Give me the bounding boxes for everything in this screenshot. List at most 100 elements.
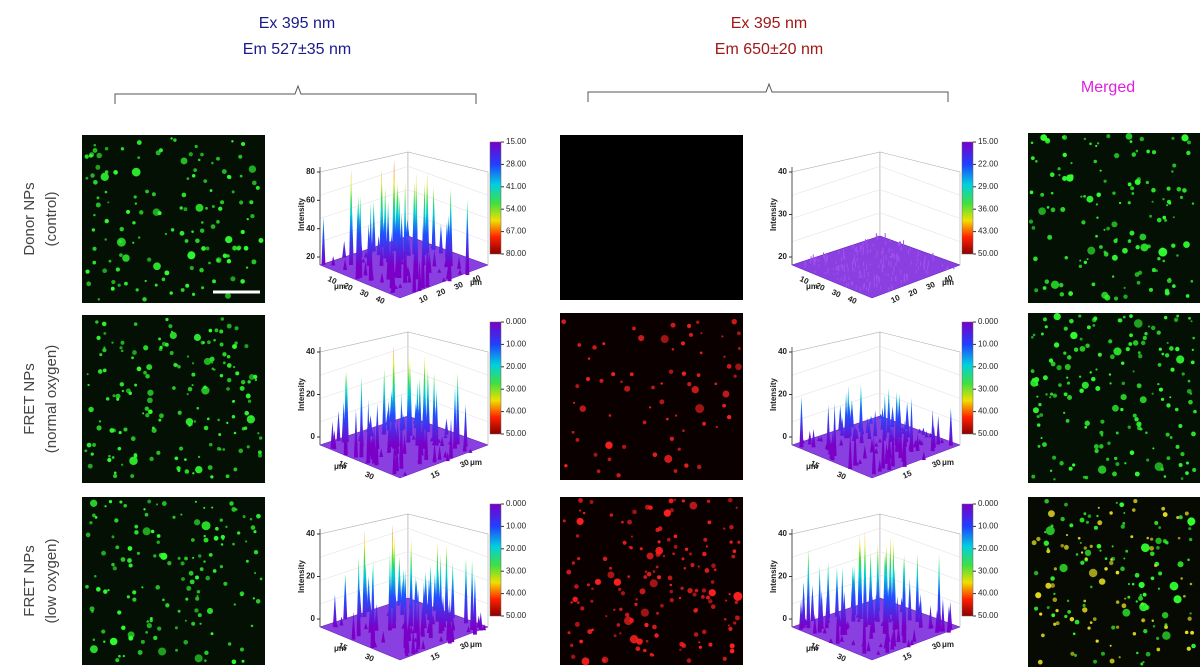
particle bbox=[97, 369, 103, 374]
particle bbox=[226, 387, 230, 391]
particle bbox=[609, 513, 614, 517]
particle bbox=[1134, 417, 1139, 422]
spike bbox=[882, 394, 887, 438]
particle bbox=[1057, 167, 1061, 171]
particle bbox=[1129, 230, 1135, 236]
particle bbox=[575, 384, 580, 389]
floor-tick-label: 15 bbox=[901, 468, 913, 480]
particle bbox=[186, 355, 190, 358]
micrograph bbox=[82, 497, 265, 665]
particle bbox=[627, 519, 632, 525]
particle bbox=[1074, 619, 1080, 625]
particle bbox=[620, 520, 624, 524]
particle bbox=[1062, 176, 1068, 181]
particle bbox=[586, 376, 590, 381]
spike bbox=[921, 451, 926, 461]
particle bbox=[595, 580, 600, 584]
particle bbox=[181, 192, 187, 198]
particle bbox=[1039, 413, 1044, 417]
wall-grid bbox=[407, 392, 489, 422]
particle bbox=[115, 658, 120, 663]
particle bbox=[111, 456, 115, 459]
particle bbox=[140, 639, 145, 644]
particle bbox=[1162, 259, 1166, 263]
particle bbox=[196, 594, 199, 598]
particle bbox=[686, 658, 692, 663]
particle bbox=[225, 235, 233, 244]
particle bbox=[85, 584, 89, 589]
particle bbox=[1115, 462, 1120, 467]
particle bbox=[89, 645, 98, 654]
spike bbox=[816, 436, 821, 441]
particle bbox=[1042, 317, 1047, 322]
particle bbox=[1166, 341, 1169, 345]
z-tick-label: 20 bbox=[306, 390, 315, 399]
particle bbox=[90, 173, 95, 178]
particle bbox=[195, 238, 200, 244]
spike bbox=[866, 641, 871, 652]
wall-grid bbox=[319, 166, 409, 196]
particle bbox=[215, 526, 219, 531]
particle bbox=[1095, 386, 1101, 392]
particle bbox=[134, 524, 139, 529]
particle bbox=[1173, 317, 1179, 322]
floor-tick-label: 30 bbox=[836, 652, 848, 664]
particle bbox=[1193, 409, 1197, 414]
spike bbox=[376, 235, 381, 256]
particle bbox=[1186, 646, 1191, 651]
particle bbox=[226, 377, 232, 383]
particle bbox=[188, 570, 194, 576]
particle bbox=[703, 537, 708, 542]
spike bbox=[443, 434, 448, 439]
particle bbox=[187, 251, 196, 260]
particle bbox=[119, 346, 123, 350]
particle bbox=[689, 501, 698, 510]
particle bbox=[1190, 279, 1194, 283]
spike bbox=[363, 260, 368, 276]
particle bbox=[1043, 540, 1050, 546]
particle bbox=[139, 210, 144, 215]
particle bbox=[229, 501, 234, 506]
particle bbox=[733, 621, 737, 625]
spike bbox=[411, 627, 416, 654]
particle bbox=[1109, 511, 1113, 515]
spike bbox=[402, 433, 407, 454]
spike bbox=[415, 381, 420, 446]
particle bbox=[159, 345, 163, 349]
spike bbox=[355, 203, 360, 280]
particle bbox=[1045, 393, 1048, 396]
particle bbox=[95, 586, 101, 592]
z-tick-label: 0 bbox=[783, 614, 788, 623]
particle bbox=[1111, 625, 1116, 630]
particle bbox=[1036, 415, 1040, 419]
particle bbox=[134, 383, 138, 387]
particle bbox=[1120, 524, 1125, 529]
particle bbox=[733, 374, 737, 378]
spike bbox=[363, 250, 368, 258]
particle bbox=[222, 253, 228, 259]
particle bbox=[648, 505, 653, 510]
particle bbox=[1063, 411, 1066, 414]
particle bbox=[698, 645, 702, 649]
particle bbox=[84, 154, 89, 159]
particle bbox=[90, 499, 98, 507]
floor-unit: μm bbox=[942, 278, 954, 287]
particle bbox=[185, 283, 190, 288]
colorbar bbox=[961, 141, 974, 255]
spike bbox=[458, 268, 463, 275]
z-tick-label: 40 bbox=[306, 224, 315, 233]
floor-unit: μm bbox=[806, 282, 818, 291]
particle bbox=[1188, 399, 1193, 405]
particle bbox=[148, 409, 153, 415]
particle bbox=[1160, 467, 1164, 472]
particle bbox=[1084, 420, 1090, 426]
spike bbox=[858, 384, 863, 432]
particle bbox=[1087, 514, 1092, 518]
particle bbox=[577, 343, 582, 347]
particle bbox=[1083, 194, 1086, 198]
row-label: FRET NPs bbox=[21, 363, 38, 434]
particle bbox=[1066, 376, 1069, 379]
particle bbox=[216, 446, 221, 451]
spike bbox=[356, 600, 361, 637]
spike bbox=[447, 598, 452, 644]
